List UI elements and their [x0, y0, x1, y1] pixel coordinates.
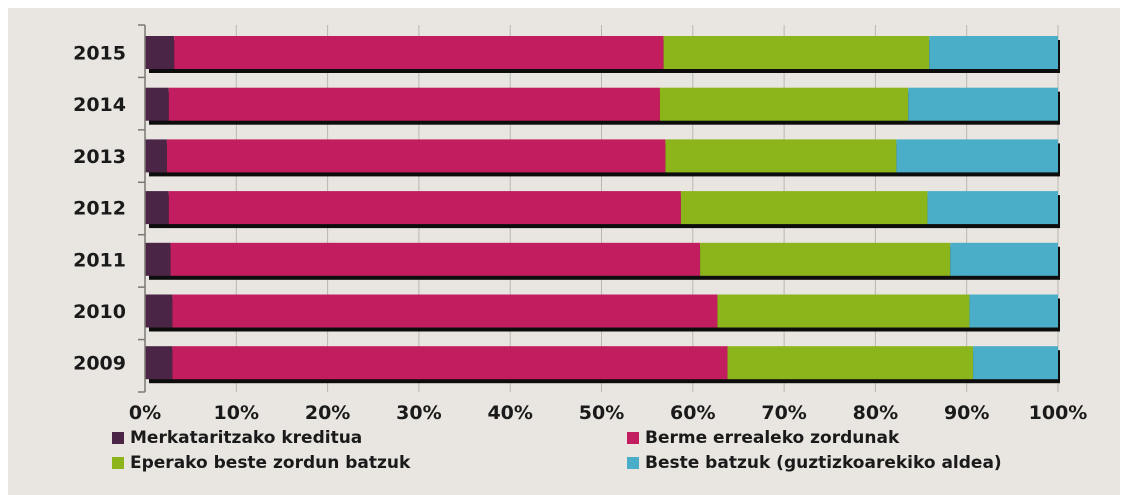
- x-tick-label: 0%: [129, 402, 161, 424]
- bar-segment: [717, 294, 970, 328]
- category-label: 2011: [73, 249, 126, 271]
- bar-segment: [908, 87, 1058, 121]
- x-tick-label: 50%: [579, 402, 624, 424]
- x-tick-label: 90%: [944, 402, 989, 424]
- bar-segment: [172, 346, 728, 380]
- category-label: 2010: [73, 301, 126, 323]
- bar-segment: [145, 346, 173, 380]
- x-tick-label: 70%: [761, 402, 806, 424]
- x-tick-label: 80%: [853, 402, 898, 424]
- bar-segment: [145, 294, 173, 328]
- bar-segment: [166, 139, 666, 173]
- bar-segment: [168, 191, 681, 225]
- bar-segment: [950, 242, 1058, 276]
- category-label: 2009: [73, 353, 126, 375]
- bar-segment: [172, 294, 718, 328]
- bar-segment: [168, 87, 660, 121]
- x-tick-label: 40%: [487, 402, 532, 424]
- x-tick-label: 30%: [396, 402, 441, 424]
- bar-segment: [665, 139, 897, 173]
- bar-segment: [929, 36, 1058, 69]
- bar-segment: [973, 346, 1058, 380]
- bar-segment: [700, 242, 951, 276]
- bar-segment: [969, 294, 1058, 328]
- bar-segment: [145, 87, 169, 121]
- bar-segment: [145, 242, 171, 276]
- bar-segment: [174, 36, 664, 69]
- category-label: 2014: [73, 94, 126, 116]
- x-tick-label: 10%: [214, 402, 259, 424]
- bar-segment: [927, 191, 1058, 225]
- x-tick-label: 20%: [305, 402, 350, 424]
- bar-segment: [145, 191, 169, 225]
- bar-segment: [663, 36, 930, 69]
- bar-segment: [727, 346, 974, 380]
- bar-segment: [170, 242, 701, 276]
- category-label: 2015: [73, 43, 126, 65]
- category-label: 2013: [73, 146, 126, 168]
- bar-segment: [145, 36, 175, 69]
- bar-segment: [659, 87, 909, 121]
- category-label: 2012: [73, 198, 126, 220]
- bar-segment: [145, 139, 167, 173]
- bar-segment: [896, 139, 1058, 173]
- x-tick-label: 100%: [1029, 402, 1088, 424]
- x-tick-label: 60%: [670, 402, 715, 424]
- bar-segment: [680, 191, 928, 225]
